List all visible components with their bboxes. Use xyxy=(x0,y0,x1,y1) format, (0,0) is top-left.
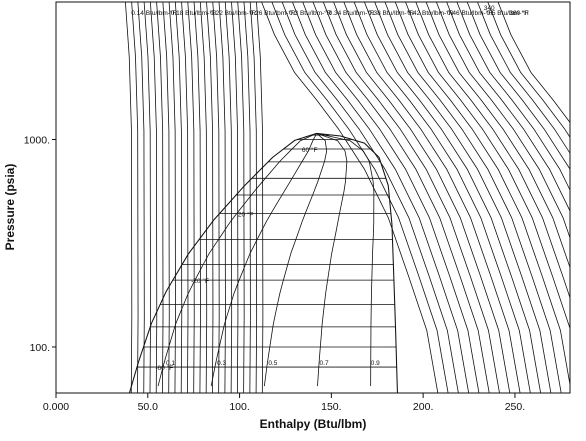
temperature-label: 380 °F xyxy=(509,9,528,17)
isentrope-curve xyxy=(249,2,258,393)
x-tick-label: 250. xyxy=(505,401,525,413)
temperature-label: 340 xyxy=(484,5,495,12)
isentrope-curve xyxy=(243,2,251,393)
x-tick-label: 0.000 xyxy=(43,401,69,413)
plot-frame xyxy=(55,1,571,394)
superheated-curve xyxy=(312,2,490,393)
quality-line xyxy=(263,133,328,387)
quality-label: 0.5 xyxy=(268,360,277,367)
superheated-curve xyxy=(333,2,511,393)
chart-annotations: 0.1 0.3 0.5 0.7 0.9 60 °F 20 °F -20 °F -60 °F 0.1… xyxy=(131,5,529,372)
quality-label: 0.9 xyxy=(371,360,380,367)
axes: 0.000 50.0 100. 150. 200. 250. 100. 1000. xyxy=(24,135,525,413)
isentrope-curve xyxy=(143,2,151,393)
isentrope-curve xyxy=(231,2,239,393)
y-tick-label: 1000. xyxy=(24,135,50,147)
isentrope-label: 0.22 Btu/lbm-°R xyxy=(210,9,256,17)
isotherm-label: -20 °F xyxy=(191,277,209,285)
isentrope-curve xyxy=(149,2,158,393)
superheated-curve xyxy=(497,2,570,124)
superheated-curve xyxy=(374,2,552,393)
quality-line xyxy=(316,133,348,387)
quality-label: 0.1 xyxy=(166,360,175,367)
superheated-curve xyxy=(435,2,570,240)
isentrope-curve xyxy=(212,2,220,393)
quality-lines xyxy=(157,133,375,387)
isentrope-lines xyxy=(124,2,570,393)
isentrope-curve xyxy=(224,2,233,393)
saturation-dome-curve xyxy=(128,132,398,393)
isentrope-curve xyxy=(181,2,189,393)
superheated-curve xyxy=(353,2,531,393)
y-tick-label: 100. xyxy=(30,342,50,354)
quality-label: 0.7 xyxy=(320,360,329,367)
isentrope-label: 0.14 Btu/lbm-°R xyxy=(131,9,177,17)
isentrope-curve xyxy=(199,2,208,393)
superheated-curve xyxy=(477,2,570,154)
x-tick-label: 50.0 xyxy=(138,401,159,413)
superheated-curve xyxy=(281,2,459,393)
isentrope-curve xyxy=(206,2,214,393)
x-axis-title: Enthalpy (Btu/lbm) xyxy=(260,417,367,431)
superheated-curve xyxy=(292,2,470,393)
x-tick-label: 100. xyxy=(229,401,249,413)
isentrope-curve xyxy=(187,2,195,393)
superheated-curve xyxy=(456,2,570,191)
y-axis-title: Pressure (psia) xyxy=(3,164,17,251)
isentrope-label: 0.46 Btu/lbm-°R xyxy=(447,9,493,17)
isentrope-label: 0.3 Btu/lbm-°R xyxy=(289,9,332,17)
quality-line xyxy=(157,133,318,387)
isotherm-label: 20 °F xyxy=(238,210,254,218)
isentrope-curve xyxy=(237,2,245,393)
isentrope-curve xyxy=(124,2,133,393)
isentrope-curve xyxy=(256,2,264,393)
superheated-curve xyxy=(425,2,570,269)
quality-line xyxy=(210,133,318,387)
isentrope-curve xyxy=(156,2,164,393)
superheated-curve xyxy=(405,2,570,330)
superheated-curve xyxy=(446,2,570,212)
isentrope-curve xyxy=(137,2,145,393)
isentrope-label: 0.5 Btu/lbm-°R xyxy=(486,9,529,17)
superheated-curve xyxy=(415,2,570,300)
x-tick-label: 150. xyxy=(321,401,341,413)
isentrope-curve xyxy=(131,2,139,393)
superheated-curve xyxy=(343,2,521,393)
superheated-curve xyxy=(466,2,570,171)
isentrope-label: 0.38 Btu/lbm-°R xyxy=(368,9,414,17)
isentrope-curve xyxy=(168,2,176,393)
isentrope-label: 0.26 Btu/lbm-°R xyxy=(250,9,296,17)
superheated-curve xyxy=(364,2,542,393)
superheated-curve xyxy=(322,2,500,393)
isentrope-label: 0.34 Btu/lbm-°R xyxy=(329,9,375,17)
isentrope-label: 0.42 Btu/lbm-°R xyxy=(408,9,454,17)
x-tick-label: 200. xyxy=(413,401,433,413)
isentrope-curve xyxy=(218,2,226,393)
isotherm-label: 60 °F xyxy=(302,146,318,154)
saturation-dome xyxy=(128,132,398,393)
quality-line xyxy=(316,133,375,387)
isentrope-curve xyxy=(174,2,183,393)
isentrope-curve xyxy=(162,2,170,393)
superheated-curve xyxy=(384,2,562,393)
isentrope-label: 0.18 Btu/lbm-°R xyxy=(171,9,217,17)
superheated-curve xyxy=(394,2,570,387)
isentrope-curve xyxy=(193,2,201,393)
superheated-curve xyxy=(487,2,570,138)
isotherm-label: -60 °F xyxy=(155,364,173,372)
superheated-curve xyxy=(302,2,480,393)
quality-label: 0.3 xyxy=(217,360,226,367)
